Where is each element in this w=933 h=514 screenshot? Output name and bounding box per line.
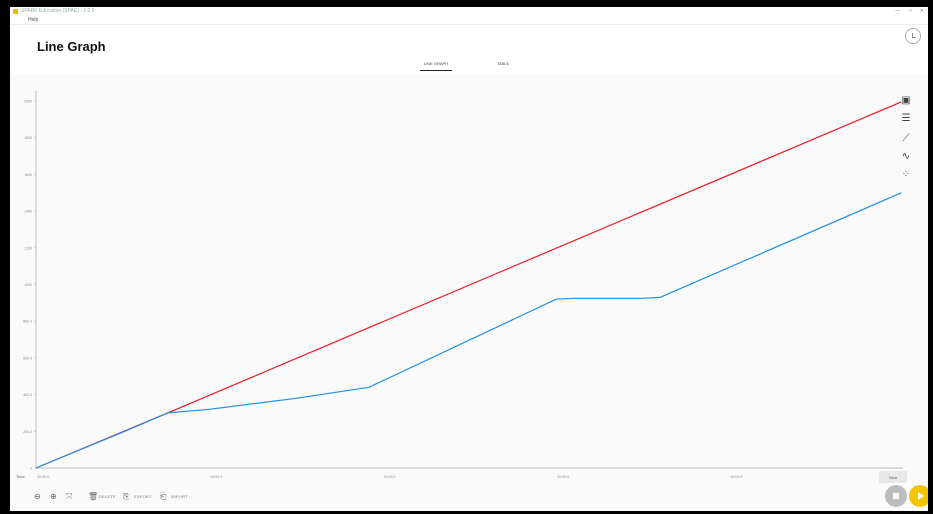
zoom-out-icon[interactable]: ⊖: [34, 492, 41, 501]
scatter-icon[interactable]: ⁘: [901, 169, 911, 180]
window-title: SPARK Education (SPAE) - 1.2.0: [21, 8, 95, 14]
x-axis-label: Time: [16, 474, 26, 479]
bottom-toolbar: ⊖ ⊕ ⤧ 🗑 DELETE ⎘ EXPORT ⎗ IMPORT: [10, 483, 928, 511]
import-button[interactable]: IMPORT: [171, 494, 188, 499]
title-bar: SPARK Education (SPAE) - 1.2.0 — □ ✕: [10, 7, 928, 16]
play-icon: [918, 492, 924, 500]
stop-button[interactable]: [885, 485, 907, 507]
tab-line-graph[interactable]: LINE GRAPH: [420, 61, 452, 71]
import-icon[interactable]: ⎗: [160, 492, 167, 501]
page-title: Line Graph: [37, 39, 106, 54]
app-icon: [13, 9, 18, 14]
menu-bar: Help: [10, 16, 928, 25]
fit-screen-icon[interactable]: ⤧: [66, 492, 73, 501]
trash-icon[interactable]: 🗑: [88, 492, 99, 501]
clock-icon[interactable]: [905, 28, 921, 44]
now-button[interactable]: Now: [879, 471, 907, 485]
y-tick-label: 1400: [24, 210, 32, 214]
delete-button[interactable]: DELETE: [99, 494, 116, 499]
y-tick-label: 1200: [24, 246, 32, 250]
close-icon[interactable]: ✕: [919, 8, 924, 14]
x-tick-label: 00:00:0: [37, 475, 49, 479]
chart-background: [10, 75, 928, 487]
graph-view-icon[interactable]: ▣: [901, 95, 911, 106]
zoom-in-icon[interactable]: ⊕: [50, 492, 57, 501]
x-tick-label: 00:00:1: [210, 475, 222, 479]
stop-icon: [893, 493, 899, 499]
minimize-icon[interactable]: —: [895, 8, 900, 14]
series-line-1: [35, 192, 902, 469]
line-chart: 0 200.0 400.0 600.0 800.0 1000 1200 1400 1600 180…: [10, 75, 928, 487]
play-button[interactable]: [909, 485, 928, 507]
export-icon[interactable]: ⎘: [123, 492, 130, 501]
y-tick-label: 1600: [24, 173, 32, 177]
y-tick-label: 1800: [24, 136, 32, 140]
x-tick-label: 00:00:3: [557, 475, 569, 479]
maximize-icon[interactable]: □: [908, 8, 912, 14]
y-tick-label: 2000: [24, 100, 32, 104]
table-view-icon[interactable]: ☰: [901, 113, 911, 124]
y-tick-label: 200.0: [23, 430, 32, 434]
page-header: Line Graph LINE GRAPH TABLE: [10, 25, 928, 75]
x-tick-label: 00:00:4: [731, 475, 743, 479]
tab-table[interactable]: TABLE: [496, 61, 510, 66]
y-tick-label: 400.0: [23, 393, 32, 397]
export-button[interactable]: EXPORT: [134, 494, 152, 499]
y-tick-label: 0: [30, 467, 32, 471]
line-chart-icon[interactable]: ⟋: [902, 133, 910, 144]
y-tick-label: 1000: [24, 283, 32, 287]
menu-help[interactable]: Help: [28, 17, 39, 23]
app-window: SPARK Education (SPAE) - 1.2.0 — □ ✕ Hel…: [10, 7, 928, 511]
y-tick-label: 800.0: [23, 320, 32, 324]
x-tick-label: 00:00:2: [384, 475, 396, 479]
smooth-line-icon[interactable]: ∿: [901, 151, 911, 162]
y-tick-label: 600.0: [23, 356, 32, 360]
